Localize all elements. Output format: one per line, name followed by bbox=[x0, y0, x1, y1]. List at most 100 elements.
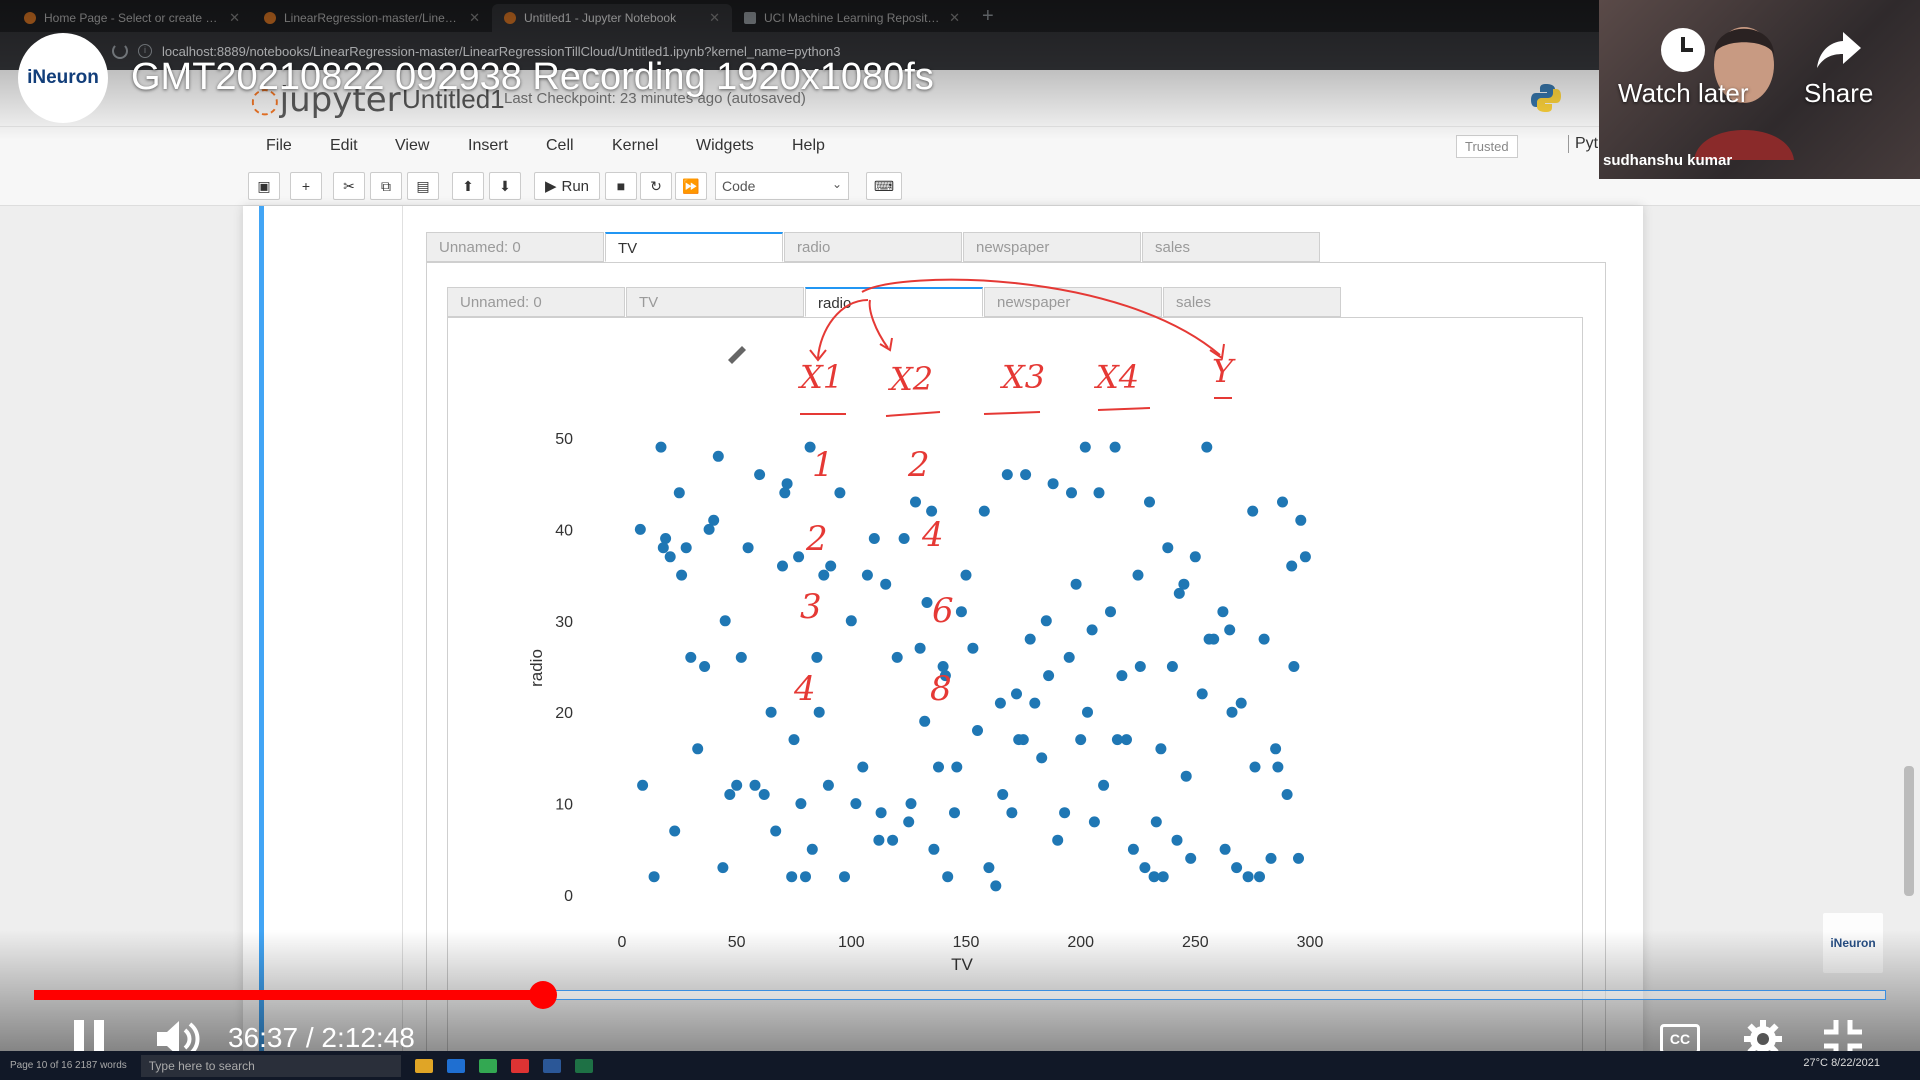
tab-sales[interactable]: sales bbox=[1163, 287, 1341, 317]
tab-tv[interactable]: TV bbox=[626, 287, 804, 317]
command-palette-button[interactable]: ⌨ bbox=[866, 172, 902, 200]
scatter-point bbox=[781, 478, 793, 490]
app-icon[interactable] bbox=[510, 1058, 529, 1073]
move-up-button[interactable]: ⬆ bbox=[452, 172, 484, 200]
page-scrollbar[interactable] bbox=[1904, 766, 1914, 896]
tab-tv[interactable]: TV bbox=[605, 232, 783, 262]
scatter-point bbox=[1242, 871, 1254, 883]
browser-tab-active[interactable]: Untitled1 - Jupyter Notebook ✕ bbox=[492, 4, 732, 32]
scatter-point bbox=[926, 505, 938, 517]
underline-x2 bbox=[885, 411, 941, 417]
tab-radio[interactable]: radio bbox=[784, 232, 962, 262]
paste-button[interactable]: ▤ bbox=[407, 172, 439, 200]
video-title[interactable]: GMT20210822 092938 Recording 1920x1080fs bbox=[131, 56, 934, 98]
excel-icon[interactable] bbox=[574, 1058, 593, 1073]
progress-scrubber[interactable] bbox=[529, 981, 558, 1009]
run-button[interactable]: ▶ Run bbox=[534, 172, 600, 200]
scatter-point bbox=[1139, 862, 1151, 874]
close-tab-icon[interactable]: ✕ bbox=[229, 10, 240, 25]
share-button[interactable]: Share bbox=[1804, 28, 1873, 109]
scatter-point bbox=[676, 569, 688, 581]
scatter-point bbox=[972, 725, 983, 736]
scatter-point bbox=[1288, 661, 1300, 672]
menu-kernel[interactable]: Kernel bbox=[612, 137, 659, 154]
settings-button[interactable] bbox=[1742, 1018, 1784, 1060]
watch-later-button[interactable]: Watch later bbox=[1618, 28, 1749, 109]
scatter-point bbox=[754, 469, 766, 481]
menu-file[interactable]: File bbox=[266, 137, 292, 154]
scatter-point bbox=[951, 761, 963, 773]
close-tab-icon[interactable]: ✕ bbox=[469, 10, 480, 25]
scatter-point bbox=[1148, 871, 1160, 883]
scatter-point bbox=[1144, 496, 1155, 508]
tab-unnamed-0[interactable]: Unnamed: 0 bbox=[447, 287, 625, 317]
jupyter-logo-mark-icon: ◌ bbox=[250, 80, 280, 120]
channel-avatar[interactable]: iNeuron bbox=[18, 33, 108, 123]
scatter-point bbox=[960, 569, 972, 581]
notebook-title[interactable]: Untitled1 bbox=[402, 84, 505, 114]
restart-run-all-button[interactable]: ⏩ bbox=[675, 172, 707, 200]
y-tick-label: 20 bbox=[555, 705, 573, 722]
scatter-point bbox=[1270, 743, 1282, 755]
x-tick-label: 300 bbox=[1297, 934, 1324, 951]
scatter-point bbox=[887, 834, 899, 846]
menu-cell[interactable]: Cell bbox=[546, 137, 574, 154]
scatter-point bbox=[1173, 587, 1185, 599]
gear-icon bbox=[1744, 1020, 1782, 1058]
time-readout: 36:37 / 2:12:48 bbox=[228, 1022, 415, 1053]
mail-icon[interactable] bbox=[446, 1058, 465, 1073]
channel-watermark[interactable]: iNeuron bbox=[1823, 913, 1883, 973]
browser-tab[interactable]: LinearRegression-master/Linea... ✕ bbox=[252, 4, 492, 32]
tab-radio[interactable]: radio bbox=[805, 287, 983, 317]
x-axis-label: TV bbox=[951, 955, 973, 974]
cell-type-select[interactable]: Code ⌄ bbox=[715, 172, 849, 200]
jupyter-logo[interactable]: ◌jupyter bbox=[250, 80, 401, 120]
presenter-image bbox=[1694, 27, 1794, 160]
menu-insert[interactable]: Insert bbox=[468, 137, 509, 154]
close-tab-icon[interactable]: ✕ bbox=[949, 10, 960, 25]
scatter-point bbox=[997, 789, 1009, 800]
move-down-button[interactable]: ⬇ bbox=[489, 172, 521, 200]
close-tab-icon[interactable]: ✕ bbox=[709, 10, 720, 25]
menu-edit[interactable]: Edit bbox=[330, 137, 358, 154]
y-tick-label: 50 bbox=[555, 431, 573, 448]
scatter-point bbox=[735, 651, 747, 663]
annotation-arrow-to-x1 bbox=[817, 299, 869, 359]
kernel-indicator[interactable]: Pyt bbox=[1568, 135, 1598, 153]
captions-button[interactable]: CC bbox=[1660, 1024, 1700, 1054]
browser-tab[interactable]: UCI Machine Learning Repositor... ✕ bbox=[732, 4, 972, 32]
tab-newspaper[interactable]: newspaper bbox=[963, 232, 1141, 262]
scatter-point bbox=[742, 542, 754, 554]
annotation-label: X4 bbox=[1093, 358, 1139, 396]
cut-button[interactable]: ✂ bbox=[333, 172, 365, 200]
taskbar-search[interactable]: Type here to search bbox=[140, 1054, 401, 1077]
word-icon[interactable] bbox=[542, 1058, 561, 1073]
new-tab-icon[interactable]: + bbox=[982, 5, 994, 27]
scatter-point bbox=[910, 496, 921, 508]
reload-icon[interactable] bbox=[112, 43, 128, 59]
save-button[interactable]: ▣ bbox=[248, 172, 280, 200]
scatter-point bbox=[1006, 807, 1018, 819]
insert-cell-button[interactable]: + bbox=[290, 172, 322, 200]
tab-unnamed-0[interactable]: Unnamed: 0 bbox=[426, 232, 604, 262]
scatter-point bbox=[648, 871, 660, 883]
restart-button[interactable]: ↻ bbox=[640, 172, 672, 200]
annotation-number: 4 bbox=[921, 515, 944, 555]
pause-button[interactable] bbox=[72, 1020, 106, 1058]
tab-sales[interactable]: sales bbox=[1142, 232, 1320, 262]
trusted-badge[interactable]: Trusted bbox=[1456, 135, 1518, 158]
menu-widgets[interactable]: Widgets bbox=[696, 137, 754, 154]
menu-help[interactable]: Help bbox=[792, 137, 825, 154]
copy-button[interactable]: ⧉ bbox=[370, 172, 402, 200]
menu-view[interactable]: View bbox=[395, 137, 430, 154]
url-field[interactable]: localhost:8889/notebooks/LinearRegressio… bbox=[162, 43, 841, 59]
scissors-icon: ✂ bbox=[343, 177, 355, 194]
chrome-icon[interactable] bbox=[478, 1058, 497, 1073]
site-info-icon[interactable]: i bbox=[138, 44, 152, 58]
interrupt-button[interactable]: ■ bbox=[605, 172, 637, 200]
scatter-point bbox=[1036, 752, 1048, 764]
scatter-point bbox=[875, 807, 887, 819]
scatter-point bbox=[1040, 615, 1052, 627]
browser-tab[interactable]: Home Page - Select or create a... ✕ bbox=[12, 4, 252, 32]
file-explorer-icon[interactable] bbox=[414, 1058, 433, 1073]
